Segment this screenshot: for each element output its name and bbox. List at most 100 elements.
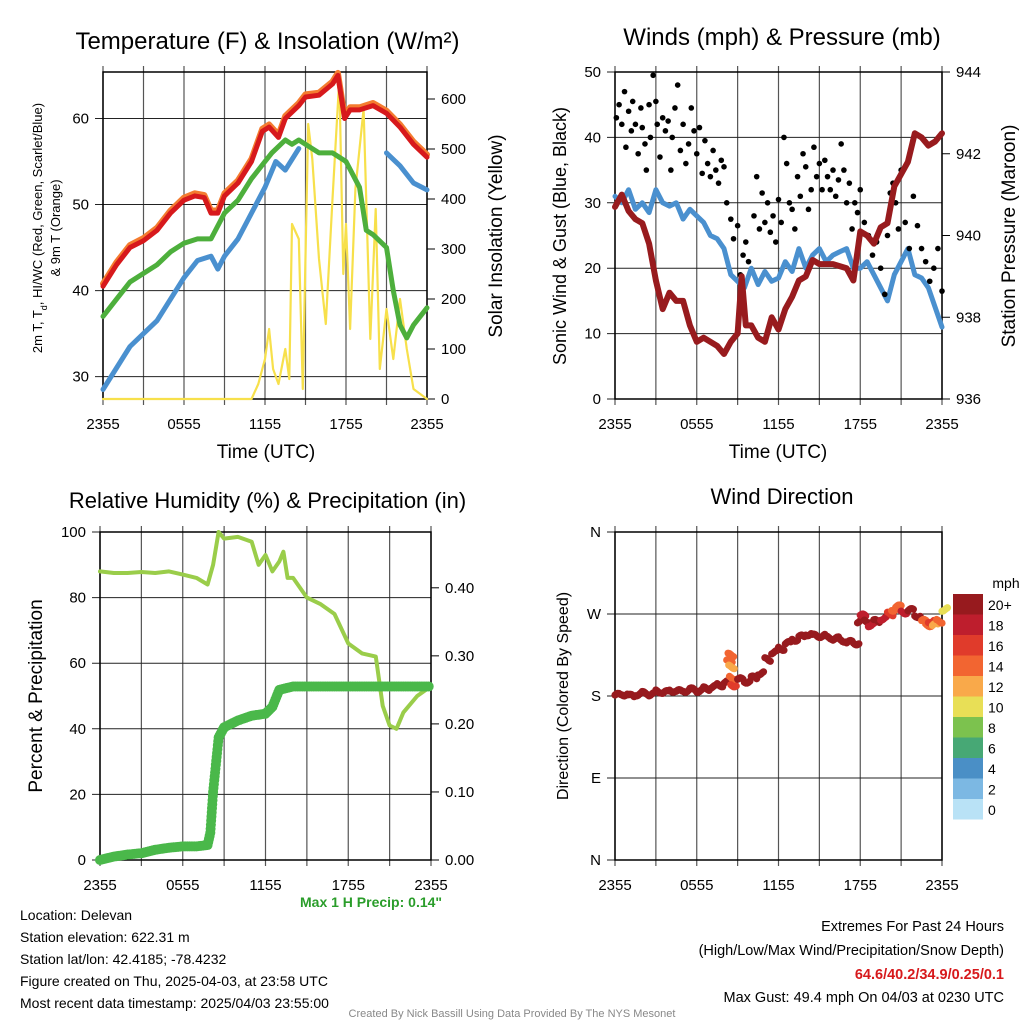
gust-point — [792, 226, 798, 232]
direction-point — [729, 653, 738, 661]
legend-swatch — [953, 778, 983, 799]
legend-label: 8 — [988, 720, 996, 736]
gust-point — [685, 141, 692, 147]
direction-point — [730, 665, 738, 673]
direction-point — [780, 646, 788, 654]
dir-ytick-label: N — [590, 852, 601, 869]
temp-ytick-label: 60 — [72, 110, 89, 127]
rh-ytick-label: 60 — [69, 655, 86, 672]
gust-point — [830, 167, 836, 173]
gust-point — [783, 160, 790, 167]
gust-point — [931, 265, 937, 272]
temp-ytick-label: 30 — [72, 369, 89, 386]
rh-chart-title: Relative Humidity (%) & Precipitation (i… — [68, 488, 467, 513]
temp-ylabel-part: d — [39, 305, 49, 310]
rh-y2tick-label: 0.00 — [445, 852, 474, 869]
wind-xtick-label: 1155 — [762, 416, 794, 433]
dir-ytick-label: E — [591, 770, 601, 787]
gust-point — [906, 245, 913, 252]
gust-point — [635, 150, 641, 157]
legend-label: 2 — [988, 782, 996, 798]
credit-text: Created By Nick Bassill Using Data Provi… — [348, 1008, 676, 1020]
gust-point — [680, 121, 686, 128]
rh-y2tick-label: 0.20 — [445, 716, 474, 733]
gust-point — [778, 219, 785, 226]
gust-point — [811, 144, 817, 151]
wind-xtick-label: 2355 — [598, 416, 631, 433]
direction-point — [909, 605, 917, 613]
gust-point — [751, 213, 757, 219]
location-text: Location: Delevan — [20, 907, 133, 923]
gust-point — [743, 239, 749, 245]
dir-ytick-label: N — [590, 524, 601, 541]
gust-point — [822, 157, 828, 164]
gust-point — [632, 121, 639, 128]
gust-point — [877, 265, 884, 272]
legend-swatch — [953, 758, 983, 779]
wind-y2tick-label: 936 — [956, 391, 981, 408]
gust-point — [723, 200, 730, 206]
dir-chart-title: Wind Direction — [710, 484, 854, 509]
gust-point — [688, 105, 695, 111]
temp-ytick-label: 50 — [72, 197, 89, 214]
legend-label: 10 — [988, 700, 1004, 716]
wind-ytick-label: 30 — [584, 195, 601, 212]
gust-point — [704, 160, 711, 167]
dir-xtick-label: 1755 — [844, 877, 877, 894]
gust-point — [827, 186, 834, 193]
rh-ytick-label: 0 — [78, 852, 86, 869]
gust-point — [835, 177, 842, 183]
rh-y2tick-label: 0.30 — [445, 648, 474, 665]
temp-xtick-label: 2355 — [410, 416, 443, 433]
wind-ytick-label: 40 — [584, 129, 601, 146]
gust-point — [902, 219, 909, 226]
gust-point — [740, 252, 746, 258]
temp-ylabel-part: , HI/WC (Red, Green, Scarlet/Blue) — [30, 103, 45, 305]
direction-point — [943, 604, 952, 612]
gust-point — [805, 206, 812, 213]
gust-point — [623, 144, 629, 151]
gust-point — [935, 245, 941, 252]
temp-y2tick-label: 200 — [441, 291, 466, 308]
created-text: Figure created on Thu, 2025-04-03, at 23… — [20, 973, 328, 989]
gust-point — [802, 164, 809, 170]
rh-ytick-label: 40 — [69, 721, 86, 738]
legend-label: 20+ — [988, 597, 1012, 613]
gust-point — [721, 164, 727, 170]
direction-point — [897, 602, 905, 610]
gust-point — [849, 226, 855, 232]
max-gust-text: Max Gust: 49.4 mph On 04/03 at 0230 UTC — [723, 990, 1004, 1006]
gust-point — [668, 167, 674, 173]
wind-ytick-label: 0 — [593, 391, 601, 408]
gust-point — [914, 222, 921, 229]
temp-ylabel-part: 2m T, T — [30, 310, 45, 353]
gust-point — [713, 167, 719, 173]
gust-point — [677, 147, 684, 154]
gust-point — [767, 229, 774, 236]
gust-point — [629, 98, 636, 105]
wind-y2tick-label: 938 — [956, 309, 981, 326]
gust-point — [654, 121, 661, 128]
gust-point — [939, 288, 945, 294]
dir-xtick-label: 2355 — [925, 877, 958, 894]
gust-point — [625, 108, 632, 115]
wind-ytick-label: 20 — [584, 260, 601, 277]
gust-point — [861, 219, 868, 226]
gust-point — [638, 105, 644, 111]
legend-swatch — [953, 655, 983, 676]
wind-xtick-label: 2355 — [925, 416, 958, 433]
gust-point — [813, 173, 820, 180]
gust-point — [764, 200, 771, 206]
direction-point — [732, 682, 740, 690]
gust-point — [841, 167, 847, 173]
gust-point — [926, 278, 933, 285]
gust-point — [730, 235, 737, 242]
rh-plot-frame — [99, 531, 432, 861]
gust-point — [691, 128, 697, 134]
temp-y2tick-label: 500 — [441, 141, 466, 158]
legend-swatch — [953, 594, 983, 615]
gust-point — [646, 101, 652, 108]
legend-label: 0 — [988, 802, 996, 818]
gust-point — [674, 82, 681, 88]
